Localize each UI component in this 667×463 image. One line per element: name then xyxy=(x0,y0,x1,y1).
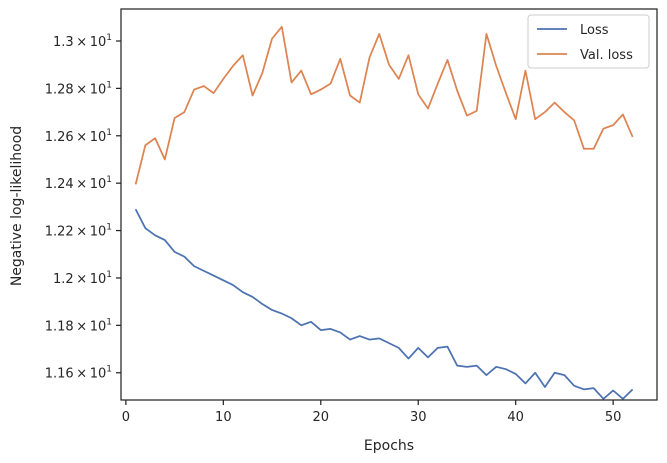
y-tick-label: 1.18 × 101 xyxy=(45,317,112,334)
x-tick-label: 40 xyxy=(507,410,524,425)
x-axis-label: Epochs xyxy=(364,438,414,454)
y-axis-label: Negative log-likelihood xyxy=(9,126,25,286)
y-axis: 1.16 × 101 1.18 × 101 1.2 × 101 1.22 × 101 1… xyxy=(45,33,121,382)
x-axis: 0 10 20 30 40 50 xyxy=(122,400,622,425)
y-tick-label: 1.24 × 101 xyxy=(45,175,112,192)
y-tick-label: 1.28 × 101 xyxy=(45,80,112,97)
y-tick-label: 1.26 × 101 xyxy=(45,128,112,145)
x-tick-label: 10 xyxy=(215,410,232,425)
legend-label-val-loss: Val. loss xyxy=(580,48,633,63)
y-tick-label: 1.3 × 101 xyxy=(53,33,112,50)
series-layer xyxy=(134,25,634,400)
x-tick-label: 50 xyxy=(605,410,622,425)
x-tick-label: 30 xyxy=(410,410,427,425)
series-line-val-loss xyxy=(134,25,634,185)
y-tick-label: 1.16 × 101 xyxy=(45,365,112,382)
legend: Loss Val. loss xyxy=(527,14,650,69)
x-tick-label: 20 xyxy=(313,410,330,425)
plot-frame xyxy=(120,8,658,401)
legend-label-loss: Loss xyxy=(580,23,609,38)
y-tick-label: 1.2 × 101 xyxy=(53,270,112,287)
x-tick-label: 0 xyxy=(122,410,130,425)
series-line-loss xyxy=(134,208,634,400)
y-tick-label: 1.22 × 101 xyxy=(45,223,112,240)
